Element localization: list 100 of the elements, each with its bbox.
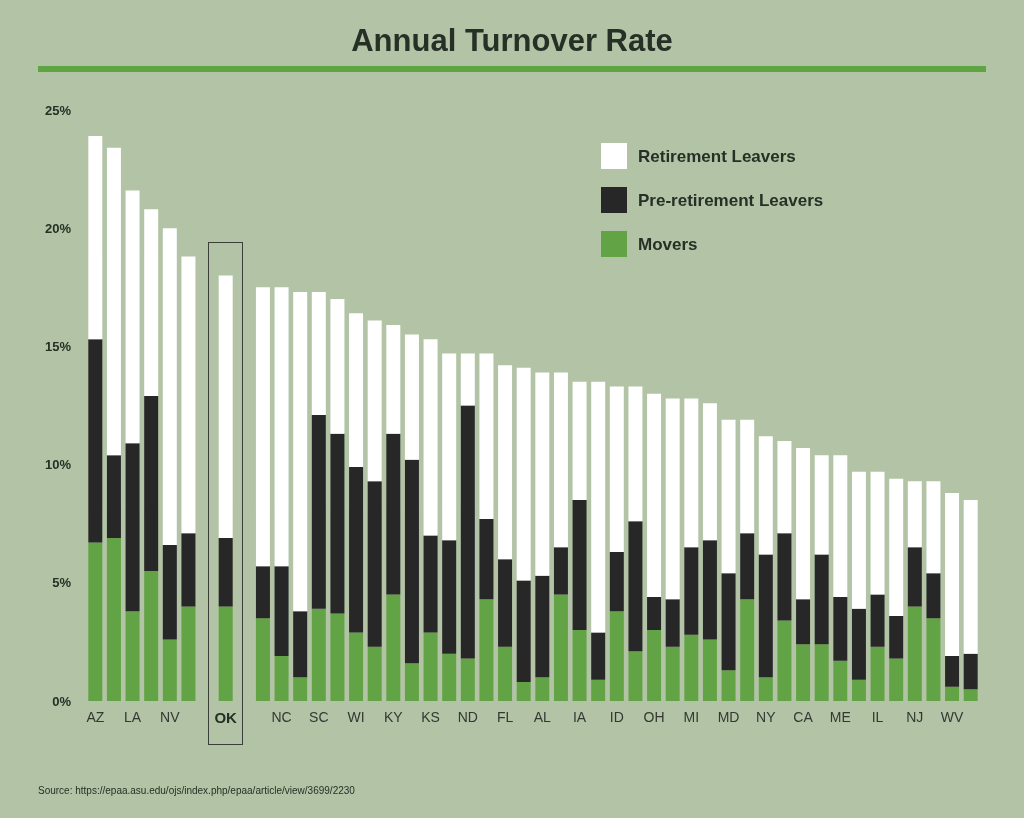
bar [702,639,717,701]
bar [181,606,196,701]
bar [349,313,364,467]
bar [423,535,438,633]
bar [647,393,662,597]
x-tick-label: LA [124,709,142,725]
bar [609,386,624,553]
bar [442,653,457,701]
x-tick-label: NC [271,709,292,725]
bar [386,594,401,701]
bar [311,414,326,609]
bar [647,630,662,701]
x-tick-label: OH [643,709,665,725]
x-tick-label: IA [572,709,587,725]
bar [945,686,960,701]
bar [516,367,531,581]
bar [330,299,345,434]
y-tick-label: 25% [44,102,72,118]
bar [88,542,103,701]
bar [889,658,904,701]
bar [870,471,885,595]
bar [740,599,755,701]
bar [330,613,345,701]
bar [274,656,289,701]
bar [628,386,643,522]
bar [814,455,829,555]
bar [535,575,550,678]
bar [404,459,419,664]
bar [684,547,699,635]
bar [814,644,829,701]
bar [535,372,550,576]
bar [945,656,960,687]
bar [460,353,475,406]
bar [684,634,699,701]
bar [740,533,755,600]
bar [758,677,773,701]
legend-label: Movers [638,234,698,254]
bar [88,339,103,543]
bar [572,381,587,501]
legend-label: Retirement Leavers [638,146,796,166]
x-tick-label: ND [457,709,478,725]
bar [665,398,680,600]
bar [833,596,848,661]
bar [777,440,792,534]
bar [162,639,177,701]
bar [106,455,121,538]
bar [945,492,960,657]
bar [162,544,177,640]
bar [181,533,196,607]
bar [814,554,829,645]
bar [535,677,550,701]
bar [311,608,326,701]
bar [758,436,773,555]
bar [796,448,811,600]
bar [572,500,587,631]
bar [181,256,196,534]
x-tick-label: NY [756,709,777,725]
bar [684,398,699,548]
bar [367,646,382,701]
bar [255,566,270,619]
bar [255,287,270,567]
bar [88,136,103,340]
bar [516,580,531,683]
bar [274,287,289,567]
bar [367,481,382,647]
source-note: Source: https://epaa.asu.edu/ojs/index.php/epaa/article/view/3699/2230 [38,784,356,796]
bar [479,518,494,600]
bar [796,644,811,701]
bar [255,618,270,701]
bar [460,405,475,659]
bar [702,403,717,541]
bar [479,599,494,701]
bar [218,537,233,607]
bar [851,679,866,701]
bar [926,573,941,619]
bar [665,599,680,647]
bar [870,594,885,647]
y-tick-label: 5% [52,575,72,591]
y-tick-label: 0% [52,693,72,709]
bar [386,325,401,434]
bar [498,559,513,647]
bar [907,481,922,548]
bar [777,620,792,701]
bar [423,632,438,701]
bar [870,646,885,701]
bar [777,533,792,621]
bar [665,646,680,701]
bar [591,632,606,680]
x-tick-label: OK [214,709,238,726]
bar [609,552,624,612]
x-tick-label: AL [533,709,552,725]
bar [926,481,941,574]
x-tick-label: SC [309,709,329,725]
bar [516,682,531,701]
bar [963,689,978,701]
bar [796,599,811,645]
bar [758,554,773,678]
bar [702,540,717,640]
x-tick-label: MI [683,709,700,725]
x-tick-label: ME [829,709,851,725]
